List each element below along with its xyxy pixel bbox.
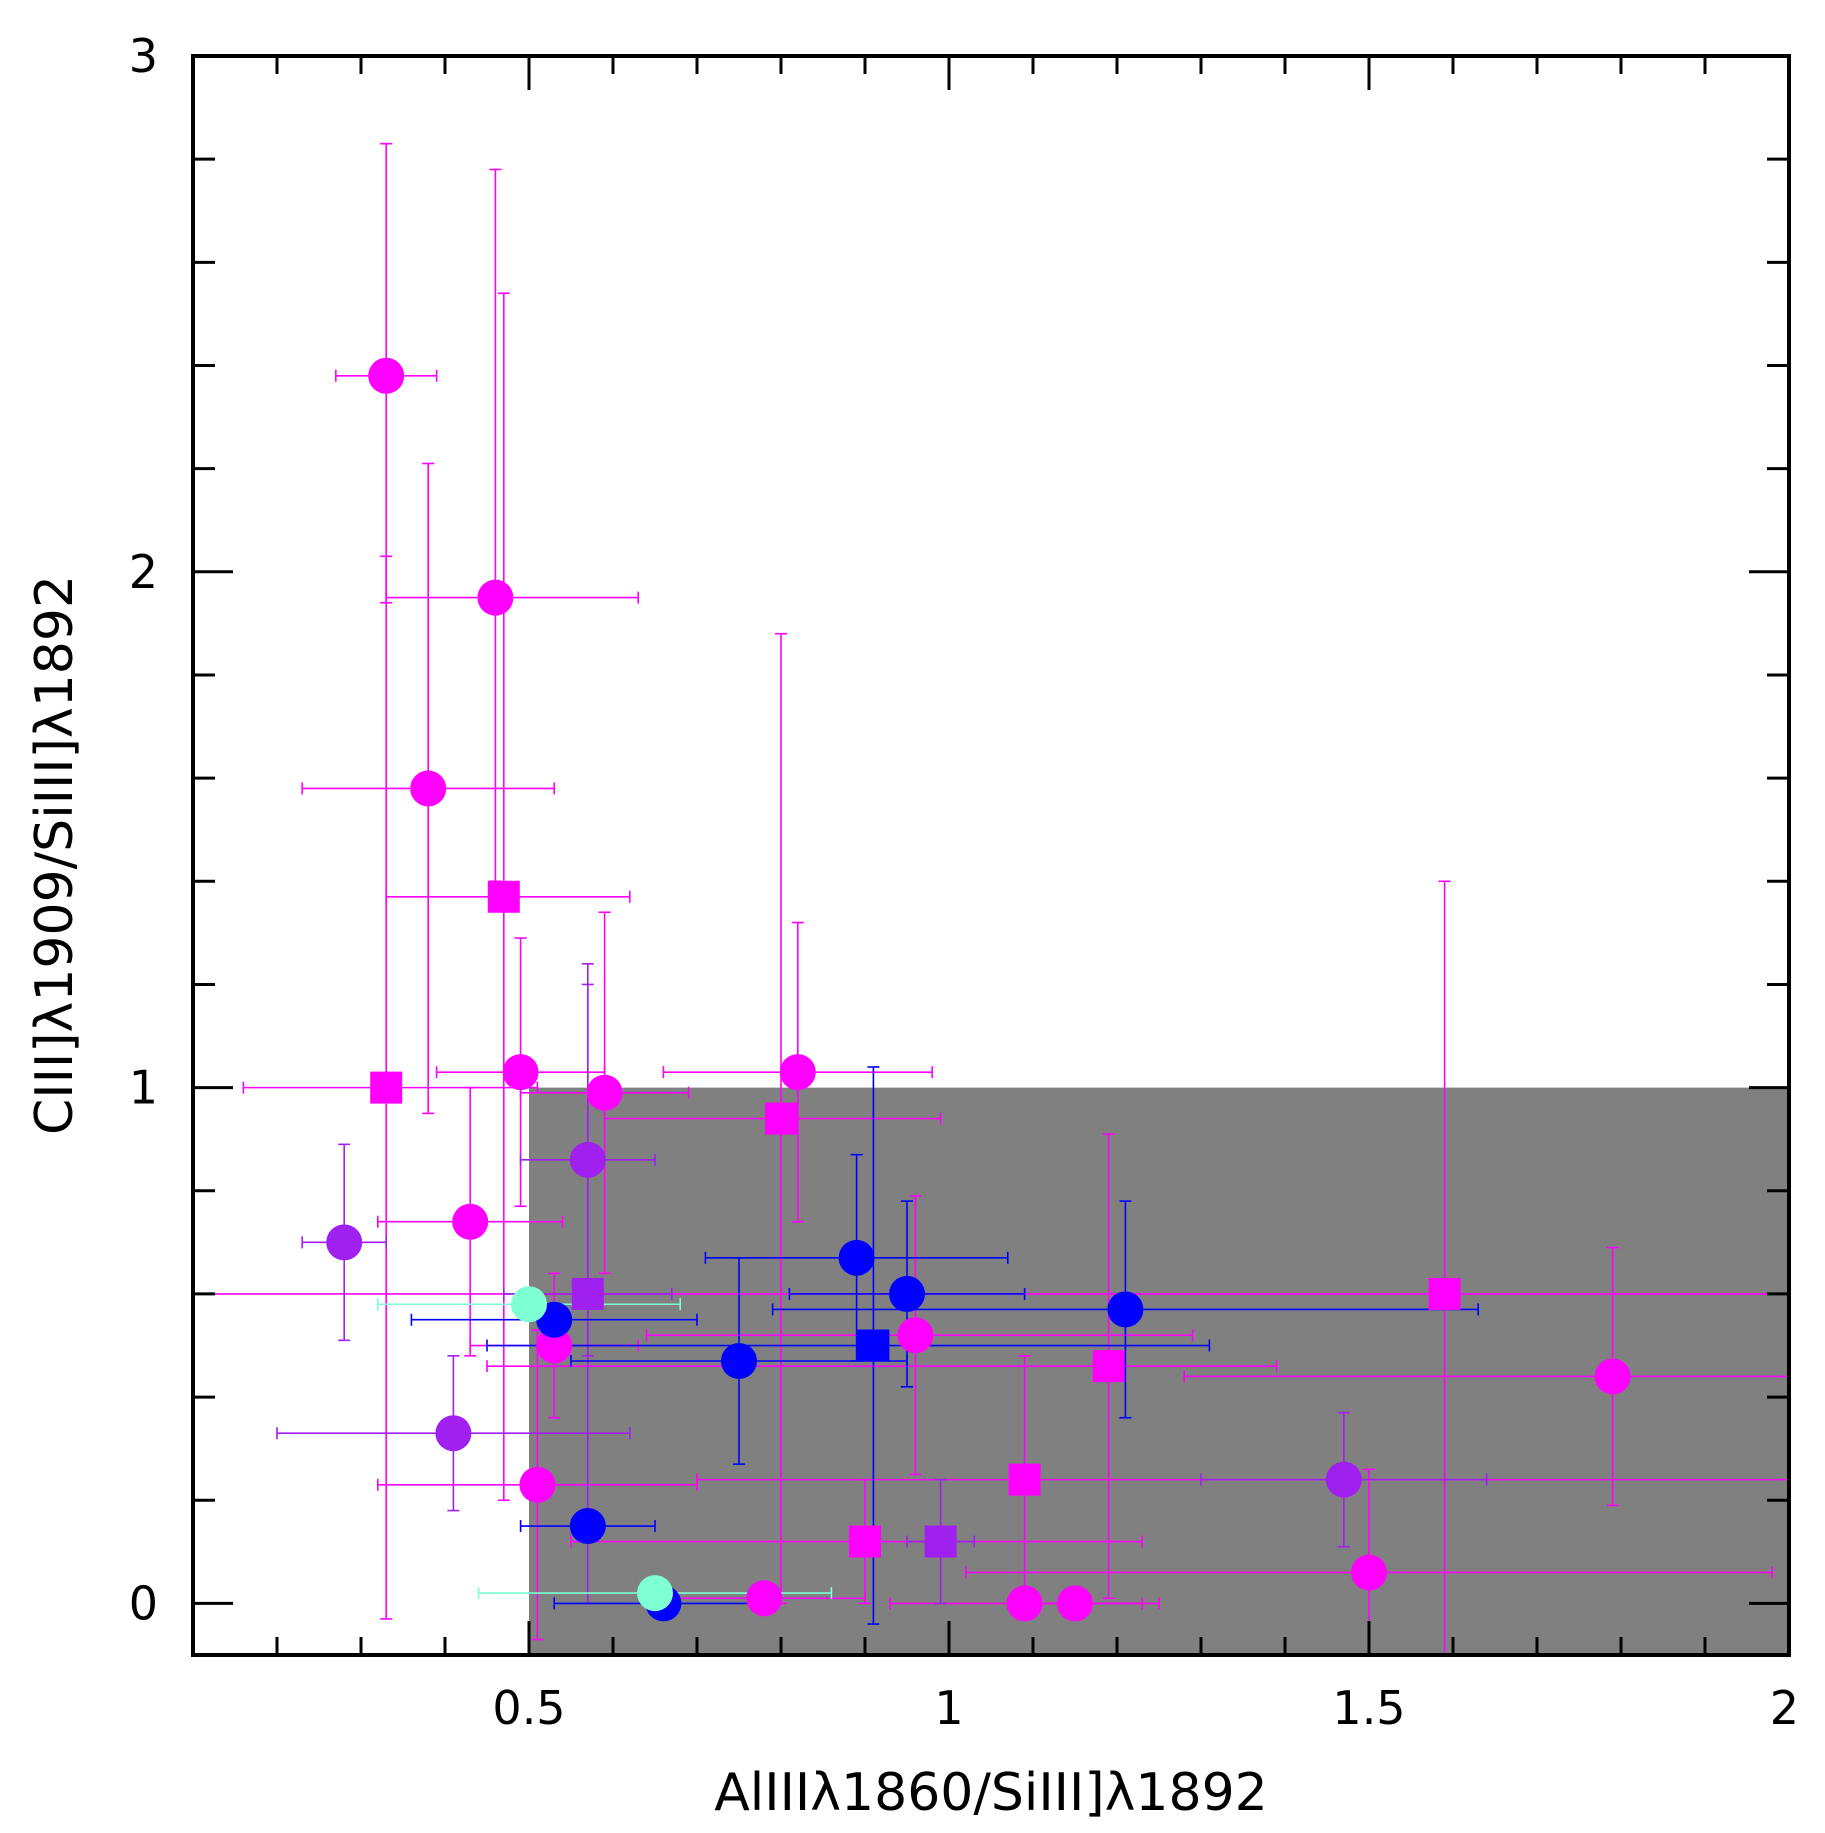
y-tick-label: 3 — [129, 29, 158, 83]
data-point-circle — [519, 1466, 556, 1503]
data-point-circle — [368, 357, 405, 394]
data-point-circle — [452, 1203, 489, 1240]
y-tick-label: 0 — [129, 1576, 158, 1630]
data-point-circle — [569, 1508, 606, 1545]
data-point-square — [765, 1102, 797, 1135]
data-point-circle — [637, 1575, 673, 1612]
data-point-circle — [326, 1224, 363, 1261]
data-point-circle — [1351, 1554, 1387, 1591]
data-point-square — [487, 880, 520, 913]
x-tick-label: 1 — [934, 1681, 963, 1735]
data-point-circle — [435, 1415, 472, 1452]
x-tick-label: 2 — [1770, 1681, 1799, 1735]
data-point-circle — [410, 770, 447, 807]
data-point-circle — [477, 579, 514, 616]
plot-frame — [191, 54, 1791, 1657]
x-tick-label: 0.5 — [492, 1681, 565, 1735]
y-tick-label: 2 — [129, 545, 158, 599]
data-point-circle — [511, 1286, 547, 1323]
data-point-circle — [1594, 1358, 1631, 1395]
data-point-circle — [838, 1239, 875, 1276]
data-point-square — [857, 1329, 890, 1362]
data-point-circle — [1057, 1585, 1093, 1622]
data-point-square — [849, 1525, 881, 1558]
data-point-square — [1092, 1350, 1125, 1383]
data-point-circle — [536, 1327, 573, 1364]
data-point-square — [924, 1525, 957, 1558]
x-axis-title: AlIIIλ1860/SiIII]λ1892 — [714, 1763, 1268, 1823]
data-point-circle — [1107, 1291, 1144, 1328]
data-point-circle — [1325, 1461, 1362, 1498]
data-point-circle — [569, 1141, 606, 1178]
data-point-circle — [502, 1054, 539, 1091]
data-point-circle — [721, 1342, 757, 1379]
data-point-circle — [1006, 1585, 1043, 1622]
data-point-square — [1428, 1277, 1461, 1310]
x-tick-label: 1.5 — [1332, 1681, 1405, 1735]
data-point-circle — [889, 1275, 925, 1312]
data-point-circle — [779, 1054, 816, 1091]
data-point-square — [1008, 1463, 1041, 1496]
y-tick-label: 1 — [129, 1061, 158, 1115]
data-point-square — [571, 1277, 604, 1310]
data-point-circle — [586, 1074, 623, 1111]
data-point-circle — [746, 1580, 783, 1617]
data-point-square — [370, 1071, 403, 1104]
y-axis-title: CIII]λ1909/SiIII]λ1892 — [25, 575, 85, 1135]
data-point-circle — [897, 1317, 934, 1354]
